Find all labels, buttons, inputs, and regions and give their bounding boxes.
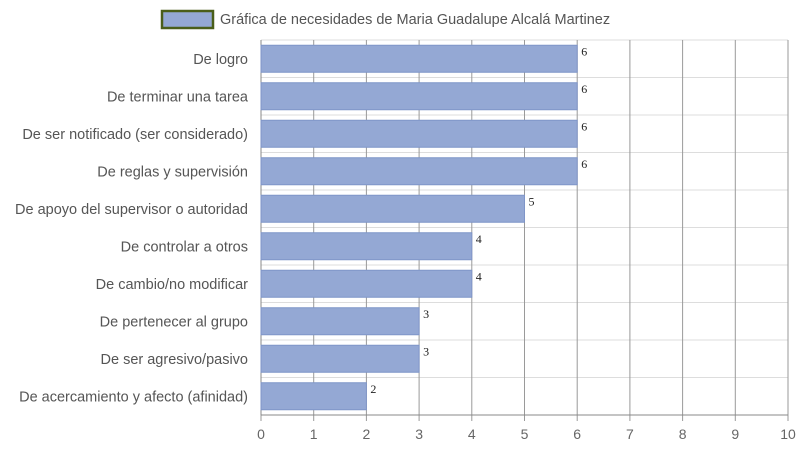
data-label: 3 xyxy=(423,344,429,358)
x-tick-label: 1 xyxy=(310,426,318,442)
bar xyxy=(260,344,420,373)
data-label: 2 xyxy=(370,382,376,396)
data-label: 6 xyxy=(581,157,587,171)
category-label: De logro xyxy=(193,52,248,68)
bar xyxy=(260,307,420,336)
x-tick-label: 0 xyxy=(257,426,265,442)
x-tick-label: 5 xyxy=(521,426,529,442)
x-tick-label: 4 xyxy=(468,426,476,442)
data-label: 6 xyxy=(581,44,587,58)
category-label: De ser agresivo/pasivo xyxy=(101,352,249,368)
category-label: De controlar a otros xyxy=(121,239,248,255)
x-tick-label: 6 xyxy=(573,426,581,442)
data-label: 6 xyxy=(581,119,587,133)
category-label: De terminar una tarea xyxy=(107,89,249,105)
category-label: De acercamiento y afecto (afinidad) xyxy=(19,389,248,405)
x-tick-label: 10 xyxy=(780,426,796,442)
x-tick-label: 2 xyxy=(363,426,371,442)
x-tick-label: 9 xyxy=(731,426,739,442)
legend-swatch[interactable] xyxy=(160,9,215,30)
bar xyxy=(260,232,473,261)
bar xyxy=(260,194,525,223)
category-label: De pertenecer al grupo xyxy=(100,314,248,330)
x-tick-label: 3 xyxy=(415,426,423,442)
category-label: De cambio/no modificar xyxy=(96,277,248,293)
data-label: 3 xyxy=(423,307,429,321)
category-label: De ser notificado (ser considerado) xyxy=(22,127,248,143)
labels: 0 1 2 3 4 5 6 7 8 9 10 De logro 6 De terminar una tar… xyxy=(15,44,796,442)
data-label: 4 xyxy=(476,269,482,283)
x-tick-label: 7 xyxy=(626,426,634,442)
category-label: De apoyo del supervisor o autoridad xyxy=(15,202,248,218)
legend-label: Gráfica de necesidades de Maria Guadalup… xyxy=(220,12,610,28)
bar xyxy=(260,382,367,411)
bars xyxy=(260,44,578,411)
bar xyxy=(260,119,578,148)
bar xyxy=(260,82,578,111)
x-tick-label: 8 xyxy=(679,426,687,442)
data-label: 6 xyxy=(581,82,587,96)
data-label: 5 xyxy=(529,194,535,208)
category-label: De reglas y supervisión xyxy=(97,164,248,180)
bar xyxy=(260,157,578,186)
bar xyxy=(260,44,578,73)
bar xyxy=(260,269,473,298)
legend[interactable]: Gráfica de necesidades de Maria Guadalup… xyxy=(160,9,610,30)
data-label: 4 xyxy=(476,232,482,246)
